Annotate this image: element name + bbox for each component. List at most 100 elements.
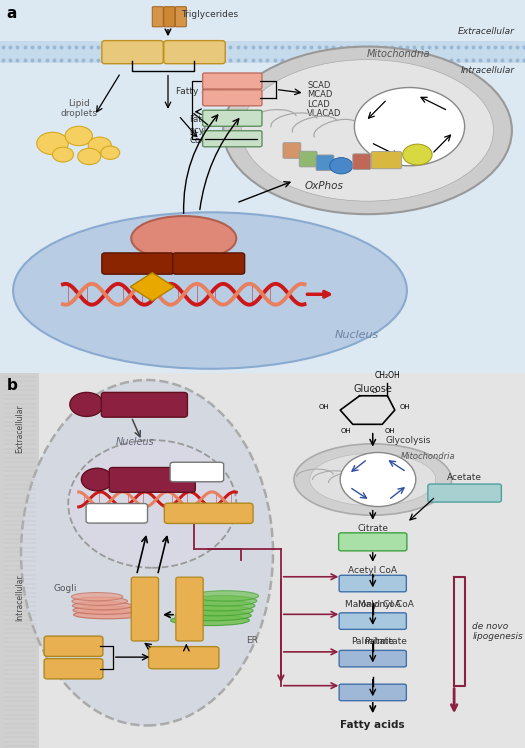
FancyBboxPatch shape: [175, 7, 186, 27]
Text: Fatty
acyl
CoA: Fatty acyl CoA: [189, 115, 210, 145]
FancyBboxPatch shape: [283, 143, 301, 159]
Text: II: II: [306, 155, 311, 164]
Text: M1x: M1x: [78, 400, 96, 409]
Text: OH: OH: [319, 404, 330, 410]
Text: SREBP-1c: SREBP-1c: [182, 509, 235, 518]
FancyBboxPatch shape: [0, 0, 525, 373]
Circle shape: [65, 126, 92, 146]
Circle shape: [70, 393, 103, 417]
Text: Extracellular: Extracellular: [458, 27, 514, 36]
FancyBboxPatch shape: [173, 253, 245, 275]
Text: ChREBP: ChREBP: [131, 475, 174, 485]
FancyBboxPatch shape: [203, 90, 262, 105]
Ellipse shape: [171, 615, 249, 625]
Text: Nucleus: Nucleus: [116, 437, 154, 447]
Ellipse shape: [21, 380, 273, 726]
Ellipse shape: [68, 440, 236, 568]
FancyBboxPatch shape: [149, 646, 219, 669]
Text: Nucleus: Nucleus: [335, 331, 379, 340]
FancyBboxPatch shape: [339, 684, 406, 701]
Text: Mitochondria: Mitochondria: [401, 453, 455, 462]
FancyBboxPatch shape: [101, 393, 187, 417]
Text: ER: ER: [246, 637, 258, 646]
Text: Glucose: Glucose: [353, 384, 392, 394]
Text: VLACAD: VLACAD: [307, 109, 341, 118]
Text: Cyt C: Cyt C: [334, 163, 349, 168]
Text: Glycolysis: Glycolysis: [386, 435, 431, 444]
Ellipse shape: [72, 597, 128, 605]
Text: Malonyl CoA: Malonyl CoA: [358, 600, 414, 609]
Text: Citrate: Citrate: [357, 524, 388, 533]
FancyBboxPatch shape: [203, 73, 262, 89]
Text: Fatty acids: Fatty acids: [176, 87, 225, 96]
Text: ChREBP: ChREBP: [123, 399, 166, 410]
Text: ACLY: ACLY: [362, 537, 383, 546]
Text: SRE: SRE: [187, 467, 206, 477]
FancyBboxPatch shape: [316, 155, 334, 171]
Text: MCAD: MCAD: [307, 91, 332, 99]
Ellipse shape: [72, 601, 132, 610]
Text: OH: OH: [340, 428, 351, 434]
Circle shape: [101, 146, 120, 159]
Text: ATP: ATP: [408, 150, 426, 159]
Text: Gogli: Gogli: [54, 584, 77, 593]
Text: TCA
Cycle: TCA Cycle: [364, 467, 392, 486]
Text: b: b: [6, 378, 17, 393]
FancyBboxPatch shape: [86, 503, 148, 523]
FancyBboxPatch shape: [164, 7, 175, 27]
Circle shape: [340, 453, 416, 506]
Text: AKT: AKT: [62, 663, 85, 674]
Circle shape: [37, 132, 68, 155]
Text: LXR: LXR: [142, 282, 163, 292]
Circle shape: [403, 144, 432, 165]
Ellipse shape: [184, 601, 255, 611]
Text: M1x: M1x: [89, 476, 105, 482]
Text: PGC1a: PGC1a: [120, 259, 155, 269]
Text: SREBP-1c: SREBP-1c: [185, 589, 194, 630]
Text: Triglycerides: Triglycerides: [181, 10, 238, 19]
Text: a: a: [6, 5, 17, 21]
Text: Mitochondria: Mitochondria: [367, 49, 431, 59]
Text: HIF: HIF: [65, 641, 82, 652]
Ellipse shape: [13, 212, 407, 369]
Text: SCD1: SCD1: [361, 654, 385, 663]
Text: Extracellular: Extracellular: [15, 405, 24, 453]
Text: Intracellular: Intracellular: [460, 67, 514, 76]
Text: ACC: ACC: [363, 579, 382, 588]
Text: mTOR: mTOR: [166, 652, 201, 663]
FancyBboxPatch shape: [371, 152, 402, 169]
Ellipse shape: [73, 606, 137, 614]
FancyBboxPatch shape: [102, 253, 174, 275]
FancyBboxPatch shape: [203, 131, 262, 147]
Circle shape: [88, 137, 111, 153]
FancyBboxPatch shape: [299, 151, 317, 167]
FancyBboxPatch shape: [152, 7, 163, 27]
Text: CTP2: CTP2: [220, 134, 244, 143]
FancyBboxPatch shape: [164, 503, 253, 524]
Ellipse shape: [193, 591, 258, 601]
FancyBboxPatch shape: [0, 41, 525, 64]
Ellipse shape: [74, 610, 142, 619]
Text: ELOVL6: ELOVL6: [356, 688, 390, 697]
Text: I: I: [290, 146, 293, 155]
FancyBboxPatch shape: [102, 40, 163, 64]
FancyBboxPatch shape: [176, 577, 203, 641]
Text: ACSS2: ACSS2: [450, 488, 479, 497]
Text: ESRRA: ESRRA: [161, 232, 207, 245]
Text: TCA
Cycle: TCA Cycle: [395, 112, 424, 134]
Text: CTP1b: CTP1b: [218, 93, 246, 102]
FancyBboxPatch shape: [44, 659, 103, 679]
Ellipse shape: [188, 595, 257, 606]
Ellipse shape: [294, 444, 452, 515]
Circle shape: [354, 88, 465, 166]
Text: FAS: FAS: [365, 616, 381, 625]
Text: CH₂OH: CH₂OH: [374, 371, 401, 380]
Text: OH: OH: [384, 428, 395, 434]
FancyBboxPatch shape: [0, 373, 525, 748]
Circle shape: [81, 468, 113, 491]
Text: Palmitate: Palmitate: [364, 637, 407, 646]
Text: O: O: [372, 388, 377, 394]
Ellipse shape: [310, 453, 436, 506]
Text: Lipid
droplets: Lipid droplets: [60, 99, 97, 118]
Circle shape: [52, 147, 74, 162]
